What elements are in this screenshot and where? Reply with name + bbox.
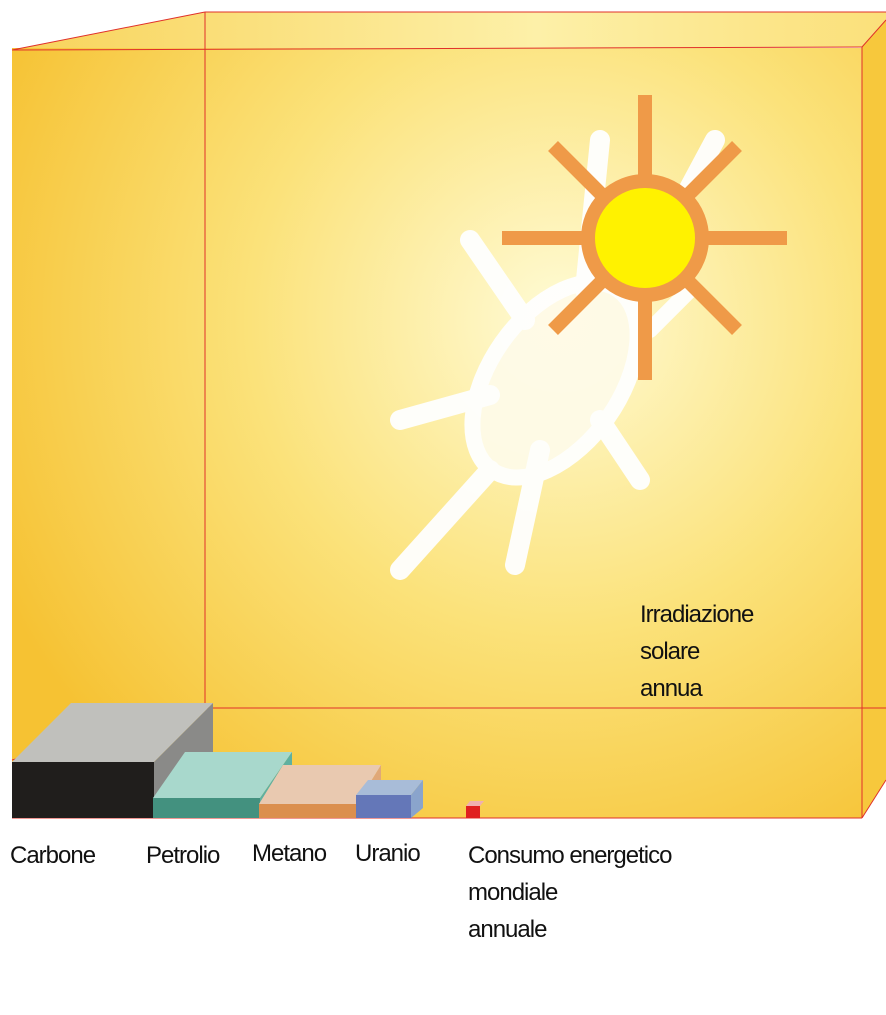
block-top: [356, 780, 423, 795]
block-top: [153, 752, 292, 798]
block-petrolio: [153, 798, 260, 818]
consumption-label: mondiale: [468, 879, 558, 906]
block-top: [12, 703, 213, 762]
block-side: [411, 780, 423, 818]
source-label: Uranio: [355, 840, 420, 867]
solar-label: solare: [640, 638, 700, 665]
sun: [502, 95, 787, 380]
cube-side: [862, 20, 886, 818]
source-label: Petrolio: [146, 842, 220, 869]
solar-label: annua: [640, 675, 703, 702]
cube-top: [12, 12, 886, 50]
cube-front: [12, 48, 862, 818]
source-label: Carbone: [10, 842, 96, 869]
block-top: [466, 801, 484, 806]
block-consumo: [466, 806, 480, 818]
consumption-label: Consumo energetico: [468, 842, 672, 869]
block-metano: [259, 804, 357, 818]
block-uranio: [356, 795, 411, 818]
consumption-label: annuale: [468, 916, 547, 943]
block-top: [259, 765, 381, 804]
block-carbone: [12, 762, 154, 818]
solar-label: Irradiazione: [640, 601, 754, 628]
blocks: [12, 703, 484, 818]
source-label: Metano: [252, 840, 327, 867]
cube-edges: [11, 11, 886, 819]
